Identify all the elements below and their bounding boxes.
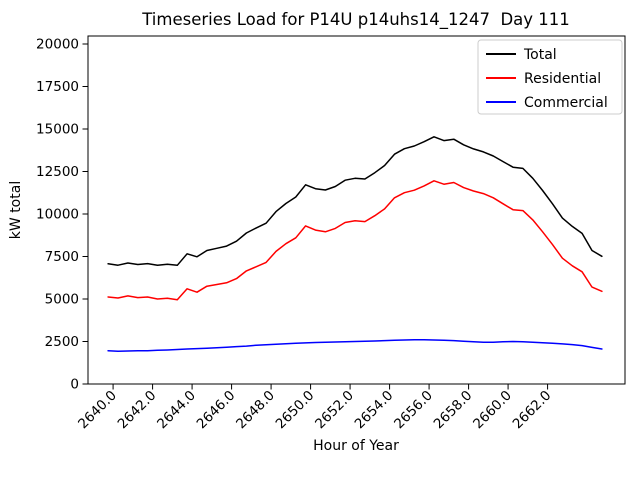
y-axis-ticks: 0 2500 5000 7500 10000 12500 15000 17500 20000 — [36, 36, 88, 393]
legend-entry-commercial: Commercial — [486, 95, 608, 111]
x-tick-label: 2650.0 — [273, 388, 318, 433]
x-tick-label: 2662.0 — [510, 388, 555, 433]
legend-entry-residential: Residential — [486, 71, 601, 87]
legend-label-commercial: Commercial — [524, 95, 608, 111]
x-tick-label: 2658.0 — [431, 388, 476, 433]
y-axis-label: kW total — [8, 181, 24, 239]
y-tick-label: 20000 — [36, 36, 79, 52]
x-tick-label: 2644.0 — [154, 388, 199, 433]
y-tick-label: 17500 — [36, 79, 79, 95]
y-tick-label: 5000 — [45, 291, 79, 307]
y-tick-label: 2500 — [45, 334, 79, 350]
x-tick-label: 2640.0 — [75, 388, 120, 433]
x-tick-label: 2648.0 — [233, 388, 278, 433]
x-axis-label: Hour of Year — [313, 438, 399, 454]
legend: Total Residential Commercial — [477, 39, 623, 115]
y-tick-label: 15000 — [36, 121, 79, 137]
legend-box — [477, 39, 623, 115]
x-axis-ticks: 2640.02642.02644.02646.02648.02650.02652… — [75, 384, 554, 432]
x-tick-label: 2646.0 — [194, 388, 239, 433]
x-tick-label: 2656.0 — [391, 388, 436, 433]
x-tick-label: 2652.0 — [312, 388, 357, 433]
total-line — [107, 136, 603, 267]
legend-entry-total: Total — [486, 47, 557, 63]
series-lines — [107, 136, 603, 352]
y-tick-label: 0 — [70, 377, 79, 393]
x-tick-label: 2642.0 — [115, 388, 160, 433]
y-tick-label: 10000 — [36, 206, 79, 222]
legend-label-total: Total — [523, 47, 557, 63]
x-tick-label: 2660.0 — [470, 388, 515, 433]
residential-line — [107, 180, 603, 301]
chart-title: Timeseries Load for P14U p14uhs14_1247 D… — [141, 10, 570, 30]
y-tick-label: 7500 — [45, 249, 79, 265]
plot-area — [87, 35, 626, 385]
y-tick-label: 12500 — [36, 164, 79, 180]
commercial-line — [107, 339, 603, 352]
legend-label-residential: Residential — [524, 71, 601, 87]
x-tick-label: 2654.0 — [352, 388, 397, 433]
